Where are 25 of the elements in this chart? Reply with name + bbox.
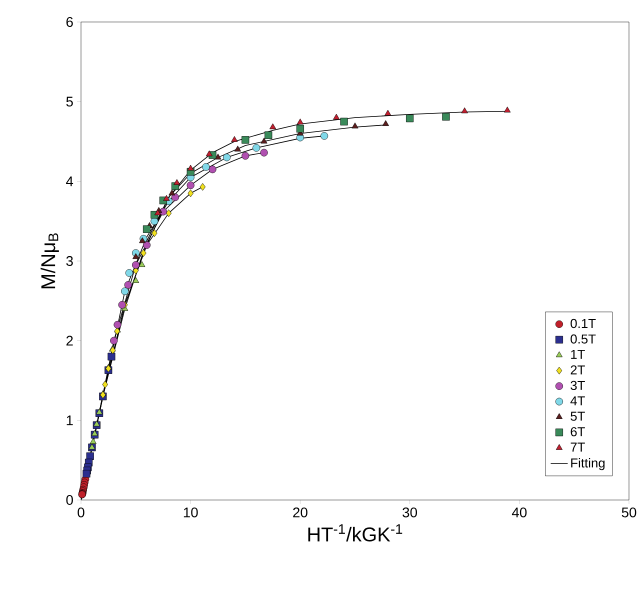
x-tick-label: 40 [512,507,527,518]
y-tick-label: 4 [66,176,74,186]
x-tick-label: 20 [293,507,308,518]
x-axis-title: HT$^{-1}$/kGK$^{-1}$ [308,524,402,542]
y-axis-title: M/Nμ$_{B}$ [40,233,59,288]
y-tick-label: 6 [66,17,73,27]
legend-label: 4T [570,396,585,406]
x-tick-label: 10 [184,507,198,518]
x-tick-label: 50 [622,507,636,518]
x-tick-label: 30 [402,507,418,518]
y-tick-label: 0 [66,495,73,505]
legend-label: 3T [570,380,585,390]
legend-label: 2T [570,365,585,374]
y-tick-label: 1 [66,416,73,426]
legend-label: 6T [570,427,585,436]
legend-label: 1T [571,350,585,359]
legend-label: 0.1T [570,318,596,328]
legend-label: 0.5T [570,334,596,344]
y-tick-label: 3 [66,256,73,266]
y-tick-label: 5 [66,96,73,107]
x-tick-label: 0 [78,507,84,518]
legend-label: Fitting [571,458,605,470]
legend-label: 5T [570,412,585,421]
y-tick-label: 2 [66,336,73,346]
legend-label: 7T [570,442,585,452]
